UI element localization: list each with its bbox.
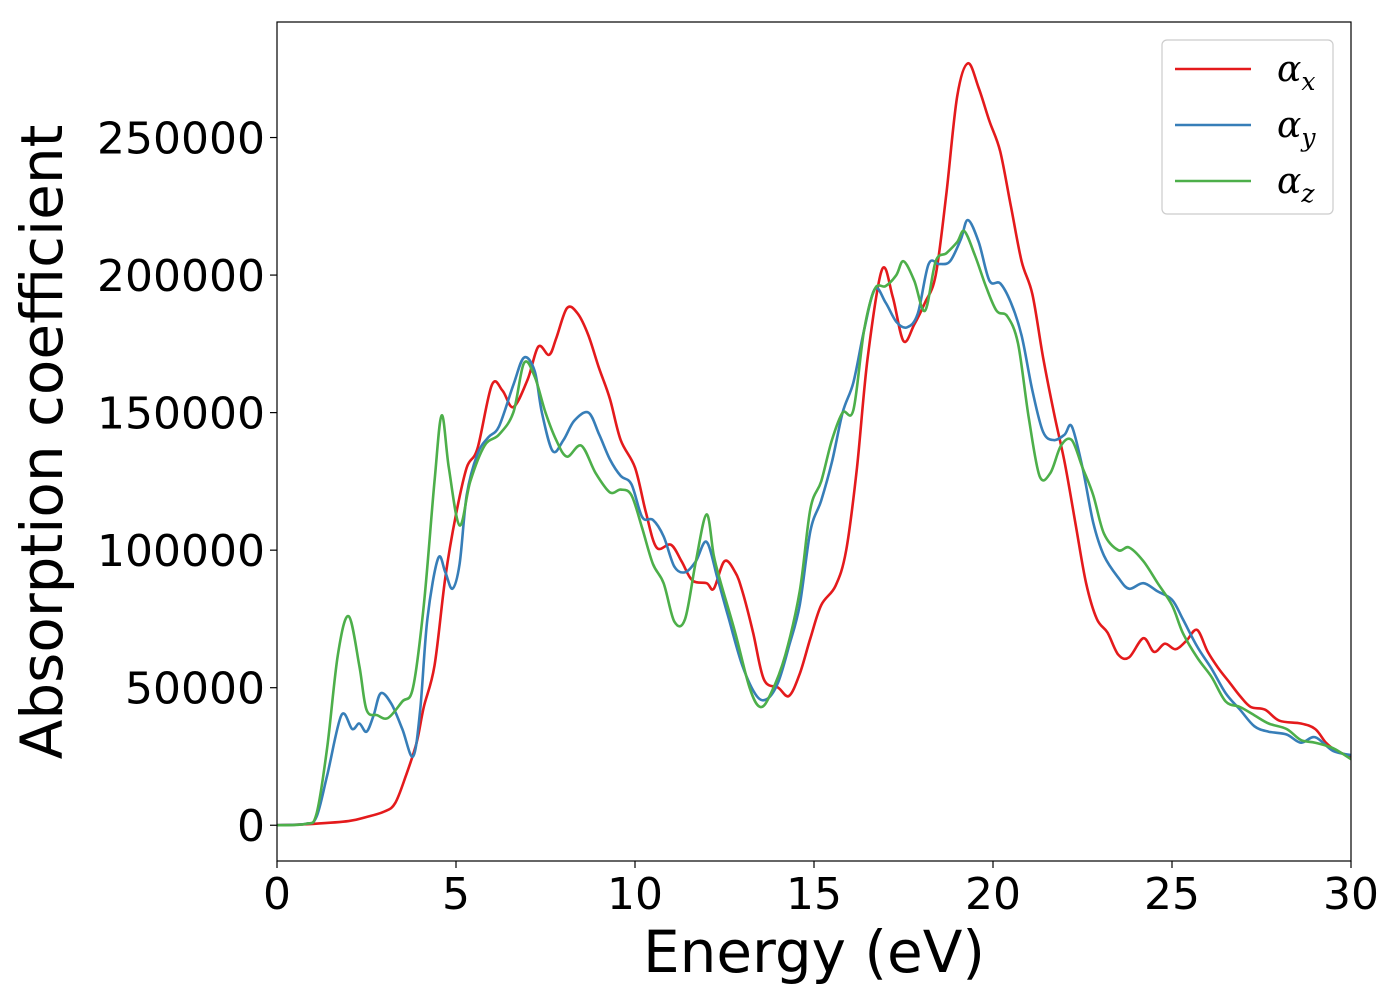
x-tick-label: 20 xyxy=(965,869,1021,920)
x-tick-label: 10 xyxy=(607,869,663,920)
legend-label-alpha-z: αz xyxy=(1277,161,1315,208)
y-axis-title: Absorption coefficient xyxy=(8,125,76,760)
series-line-alpha-y xyxy=(277,218,1351,827)
legend-subscript: z xyxy=(1300,179,1315,208)
y-tick-label: 100000 xyxy=(97,526,265,577)
y-axis: 0 50000 100000 150000 200000 250000 xyxy=(97,114,277,852)
y-tick-label: 150000 xyxy=(97,389,265,440)
legend-label-alpha-x: αx xyxy=(1277,49,1315,96)
x-tick-label: 5 xyxy=(442,869,470,920)
legend-box xyxy=(1161,39,1334,215)
y-tick-label: 250000 xyxy=(97,114,265,165)
series-line-alpha-z xyxy=(277,229,1351,827)
series-line-alpha-x xyxy=(277,62,1351,827)
series-layer xyxy=(277,62,1351,827)
x-tick-label: 30 xyxy=(1323,869,1379,920)
x-tick-label: 15 xyxy=(786,869,842,920)
legend-subscript: y xyxy=(1300,123,1316,152)
legend-symbol: α xyxy=(1277,161,1301,202)
x-tick-label: 25 xyxy=(1144,869,1200,920)
y-tick-label: 50000 xyxy=(125,664,265,715)
legend-symbol: α xyxy=(1277,49,1301,90)
legend-label-alpha-y: αy xyxy=(1277,105,1316,152)
y-tick-label: 0 xyxy=(237,801,265,852)
x-axis-title: Energy (eV) xyxy=(643,918,985,986)
y-tick-label: 200000 xyxy=(97,251,265,302)
legend-symbol: α xyxy=(1277,105,1301,146)
x-tick-label: 0 xyxy=(263,869,291,920)
legend-subscript: x xyxy=(1301,67,1315,96)
x-axis: 0 5 10 15 20 25 30 xyxy=(263,861,1379,920)
